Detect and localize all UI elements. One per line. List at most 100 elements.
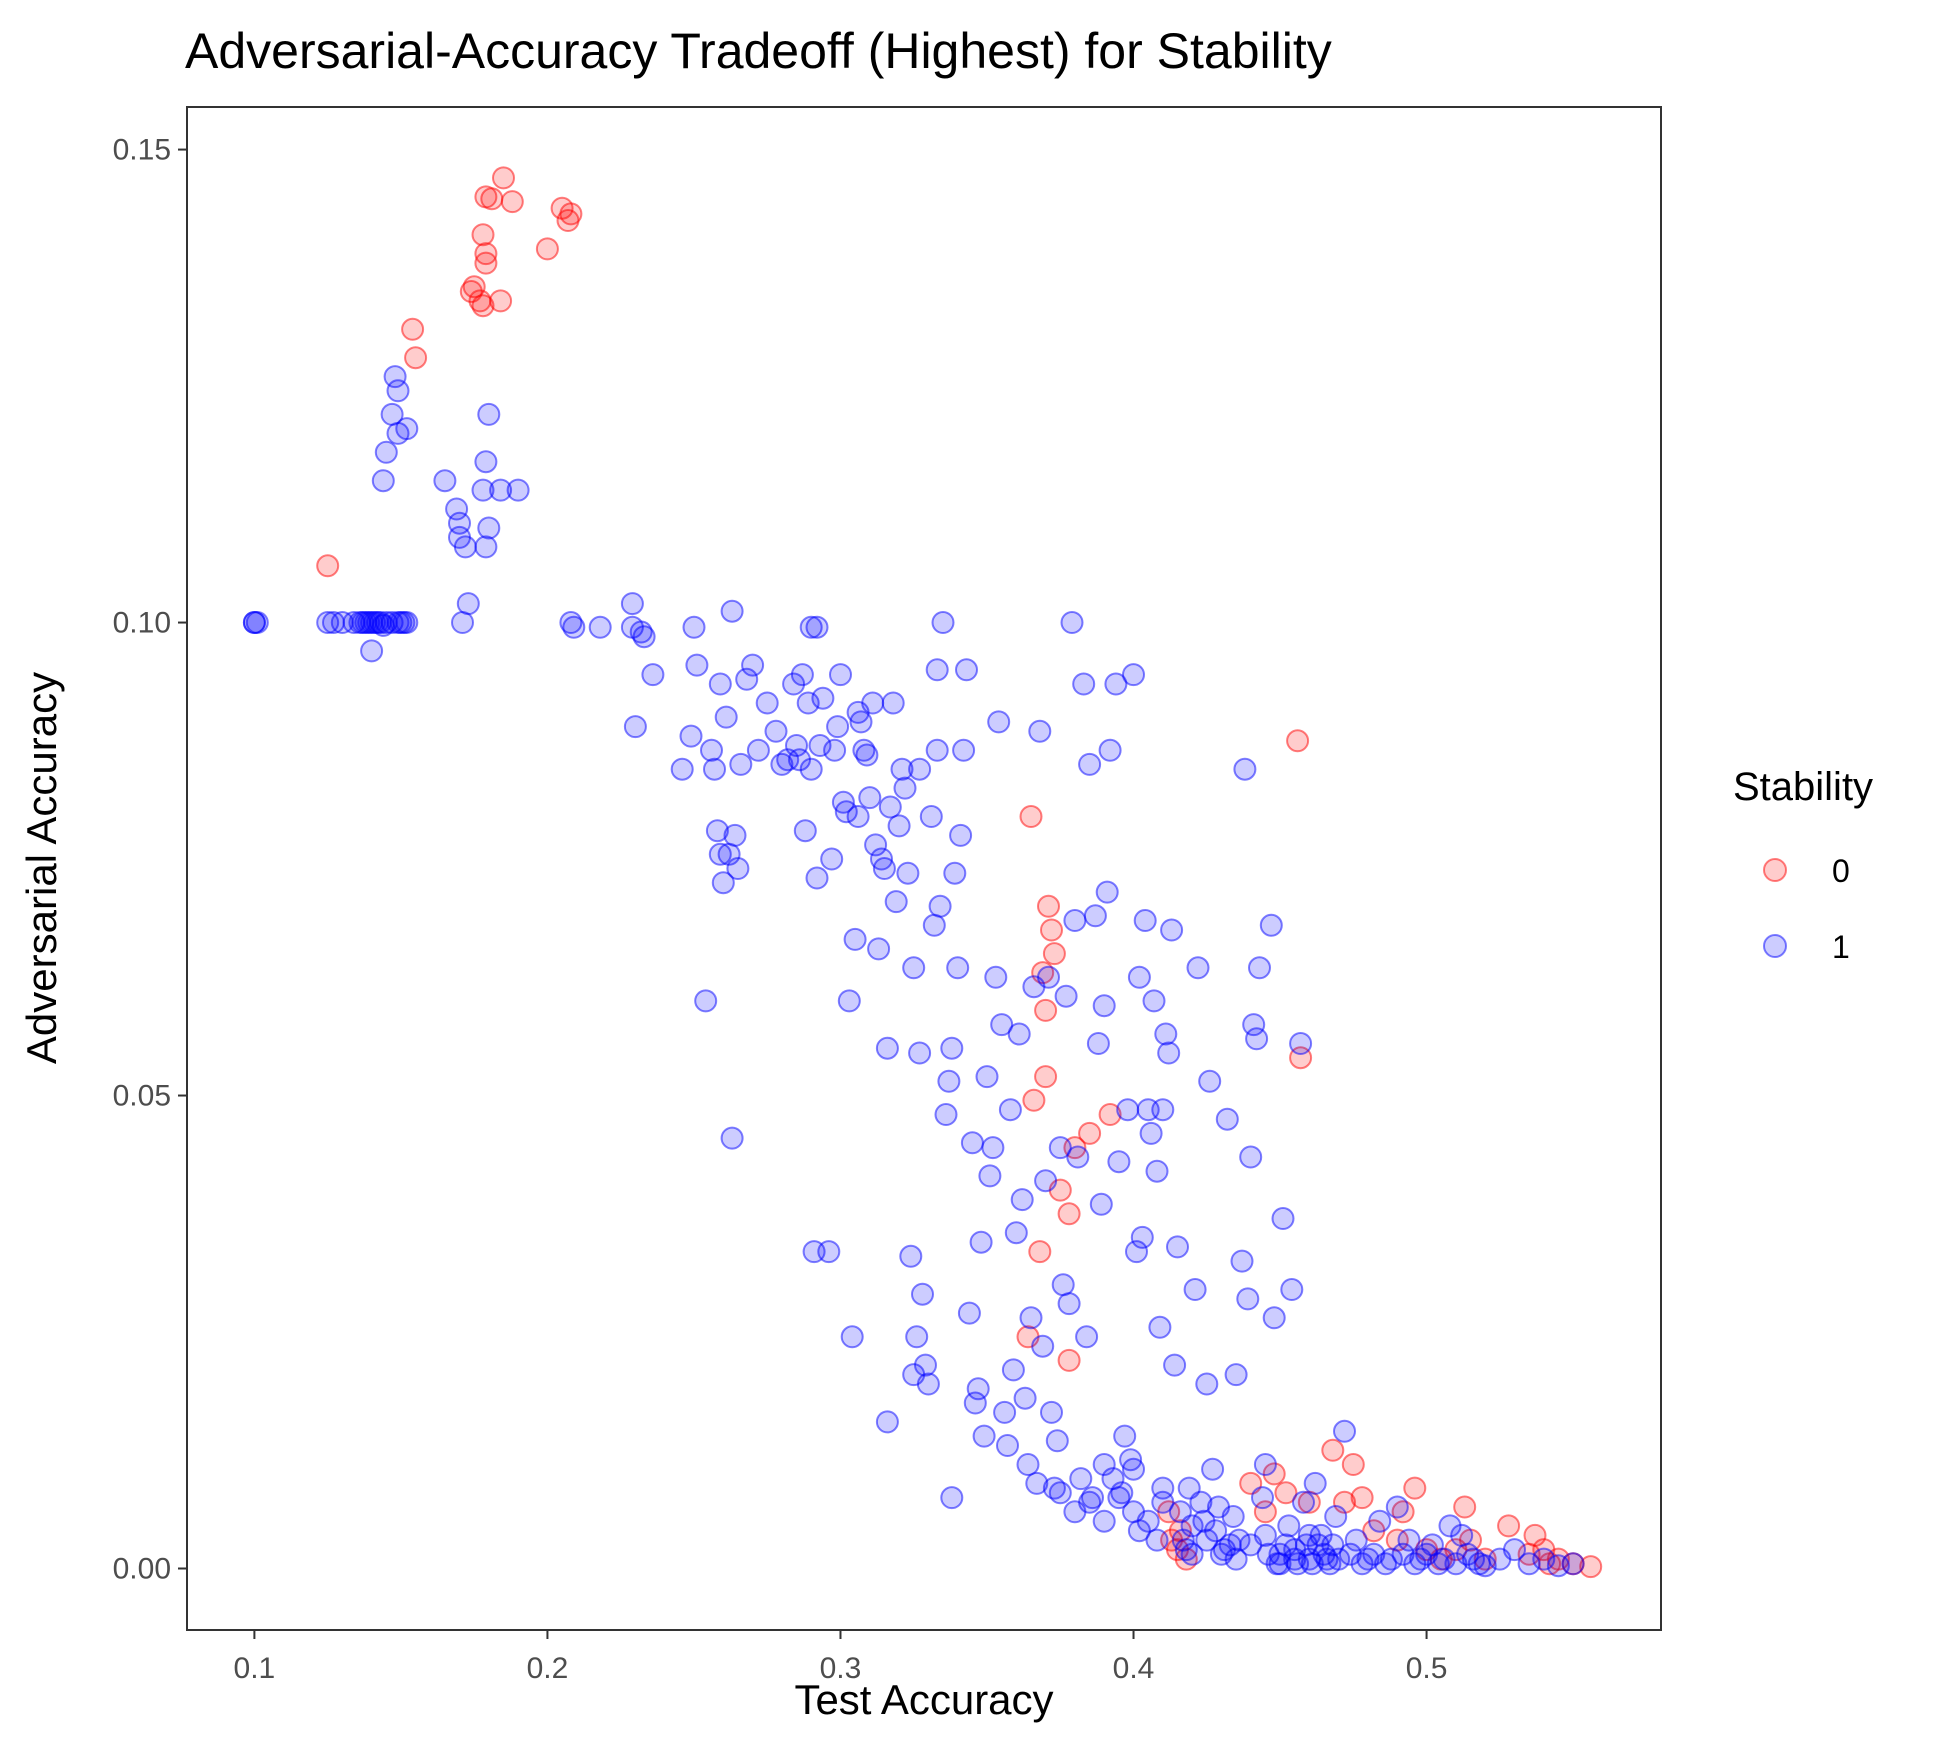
point-series-1 <box>1221 1505 1245 1528</box>
point-series-1 <box>799 757 823 781</box>
point-series-1 <box>1133 909 1157 932</box>
point-series-1 <box>474 450 498 474</box>
point-series-1 <box>1025 1471 1049 1495</box>
point-series-1 <box>700 738 723 762</box>
point-series-1 <box>987 710 1011 734</box>
point-series-1 <box>764 719 788 743</box>
point-series-1 <box>1148 1315 1172 1339</box>
point-series-1 <box>641 663 665 687</box>
point-series-1 <box>899 1244 923 1268</box>
point-series-1 <box>1327 1547 1351 1571</box>
point-series-1 <box>1259 913 1283 937</box>
point-series-1 <box>867 937 891 961</box>
point-series-1 <box>1086 1032 1110 1055</box>
legend-key-0 <box>1763 858 1787 882</box>
point-series-0 <box>1341 1453 1365 1476</box>
point-series-1 <box>1145 1528 1169 1552</box>
point-series-0 <box>1253 1500 1277 1524</box>
x-axis: 0.1 0.2 0.3 0.4 0.5 <box>234 1630 1448 1685</box>
point-series-1 <box>908 1041 932 1065</box>
point-series-1 <box>1517 1552 1541 1576</box>
y-tick-label: 0.15 <box>113 134 171 167</box>
point-series-1 <box>1224 1547 1248 1571</box>
point-series-1 <box>245 611 269 634</box>
points-layer <box>242 166 1603 1579</box>
plot-panel-border <box>186 106 1662 1631</box>
point-series-1 <box>1060 611 1084 634</box>
point-series-0 <box>1028 1240 1052 1264</box>
point-series-1 <box>811 686 835 710</box>
point-series-1 <box>1385 1495 1409 1519</box>
point-series-1 <box>960 1131 984 1155</box>
point-series-0 <box>316 554 340 578</box>
point-series-1 <box>1057 1292 1081 1316</box>
point-series-1 <box>477 516 501 540</box>
point-series-1 <box>1151 1476 1175 1500</box>
point-series-1 <box>875 1036 899 1060</box>
legend: Stability 0 1 <box>1733 765 1873 965</box>
point-series-1 <box>881 691 905 715</box>
point-series-1 <box>1503 1538 1526 1562</box>
point-series-1 <box>966 1377 990 1401</box>
y-tick-label: 0.05 <box>113 1080 171 1113</box>
point-series-1 <box>957 1301 981 1325</box>
legend-title: Stability <box>1733 765 1873 809</box>
point-series-1 <box>1034 1169 1058 1193</box>
point-series-1 <box>1037 965 1060 989</box>
point-series-1 <box>908 757 932 781</box>
point-series-1 <box>474 535 498 559</box>
point-series-1 <box>395 417 419 441</box>
point-series-1 <box>1098 738 1122 762</box>
point-series-1 <box>793 819 817 843</box>
point-series-1 <box>952 738 976 762</box>
point-series-1 <box>905 1325 929 1349</box>
point-series-1 <box>911 1282 934 1306</box>
point-series-1 <box>805 866 829 890</box>
point-series-0 <box>1019 805 1043 828</box>
point-series-1 <box>708 672 732 696</box>
point-series-1 <box>1227 1528 1251 1552</box>
point-series-0 <box>1057 1202 1081 1226</box>
point-series-1 <box>1321 1533 1345 1557</box>
point-series-1 <box>1113 1424 1137 1448</box>
point-series-1 <box>1186 956 1210 980</box>
point-series-0 <box>489 289 513 313</box>
point-series-1 <box>969 1230 993 1254</box>
point-series-1 <box>934 1103 958 1126</box>
point-series-1 <box>946 956 970 980</box>
point-series-0 <box>1350 1486 1374 1510</box>
point-series-1 <box>1139 1121 1163 1145</box>
point-series-1 <box>1230 1249 1254 1273</box>
point-series-1 <box>735 667 759 691</box>
point-series-1 <box>1048 1136 1072 1160</box>
point-series-1 <box>433 469 457 493</box>
point-series-1 <box>1180 1542 1204 1566</box>
point-series-0 <box>1579 1555 1603 1579</box>
point-series-1 <box>981 1136 1005 1160</box>
point-series-1 <box>1324 1505 1348 1528</box>
point-series-1 <box>805 615 829 639</box>
point-series-0 <box>471 223 495 247</box>
x-tick-label: 0.5 <box>1406 1652 1448 1685</box>
point-series-1 <box>453 535 477 559</box>
x-tick-label: 0.3 <box>820 1652 862 1685</box>
point-series-1 <box>817 1240 841 1264</box>
point-series-1 <box>703 757 726 781</box>
point-series-1 <box>849 710 873 734</box>
point-series-1 <box>1245 1027 1269 1051</box>
x-tick-label: 0.2 <box>527 1652 569 1685</box>
point-series-1 <box>1333 1419 1356 1443</box>
point-series-1 <box>840 1325 864 1349</box>
point-series-1 <box>990 1013 1014 1037</box>
point-series-1 <box>878 795 902 819</box>
x-tick-label: 0.4 <box>1113 1652 1155 1685</box>
point-series-1 <box>448 511 471 535</box>
x-axis-title: Test Accuracy <box>794 1676 1053 1723</box>
point-series-0 <box>500 190 524 214</box>
point-series-1 <box>1145 1159 1169 1183</box>
point-series-1 <box>996 1434 1019 1457</box>
point-series-1 <box>864 833 888 857</box>
point-series-1 <box>1066 1145 1090 1169</box>
point-series-1 <box>916 1372 940 1396</box>
point-series-1 <box>371 469 395 493</box>
